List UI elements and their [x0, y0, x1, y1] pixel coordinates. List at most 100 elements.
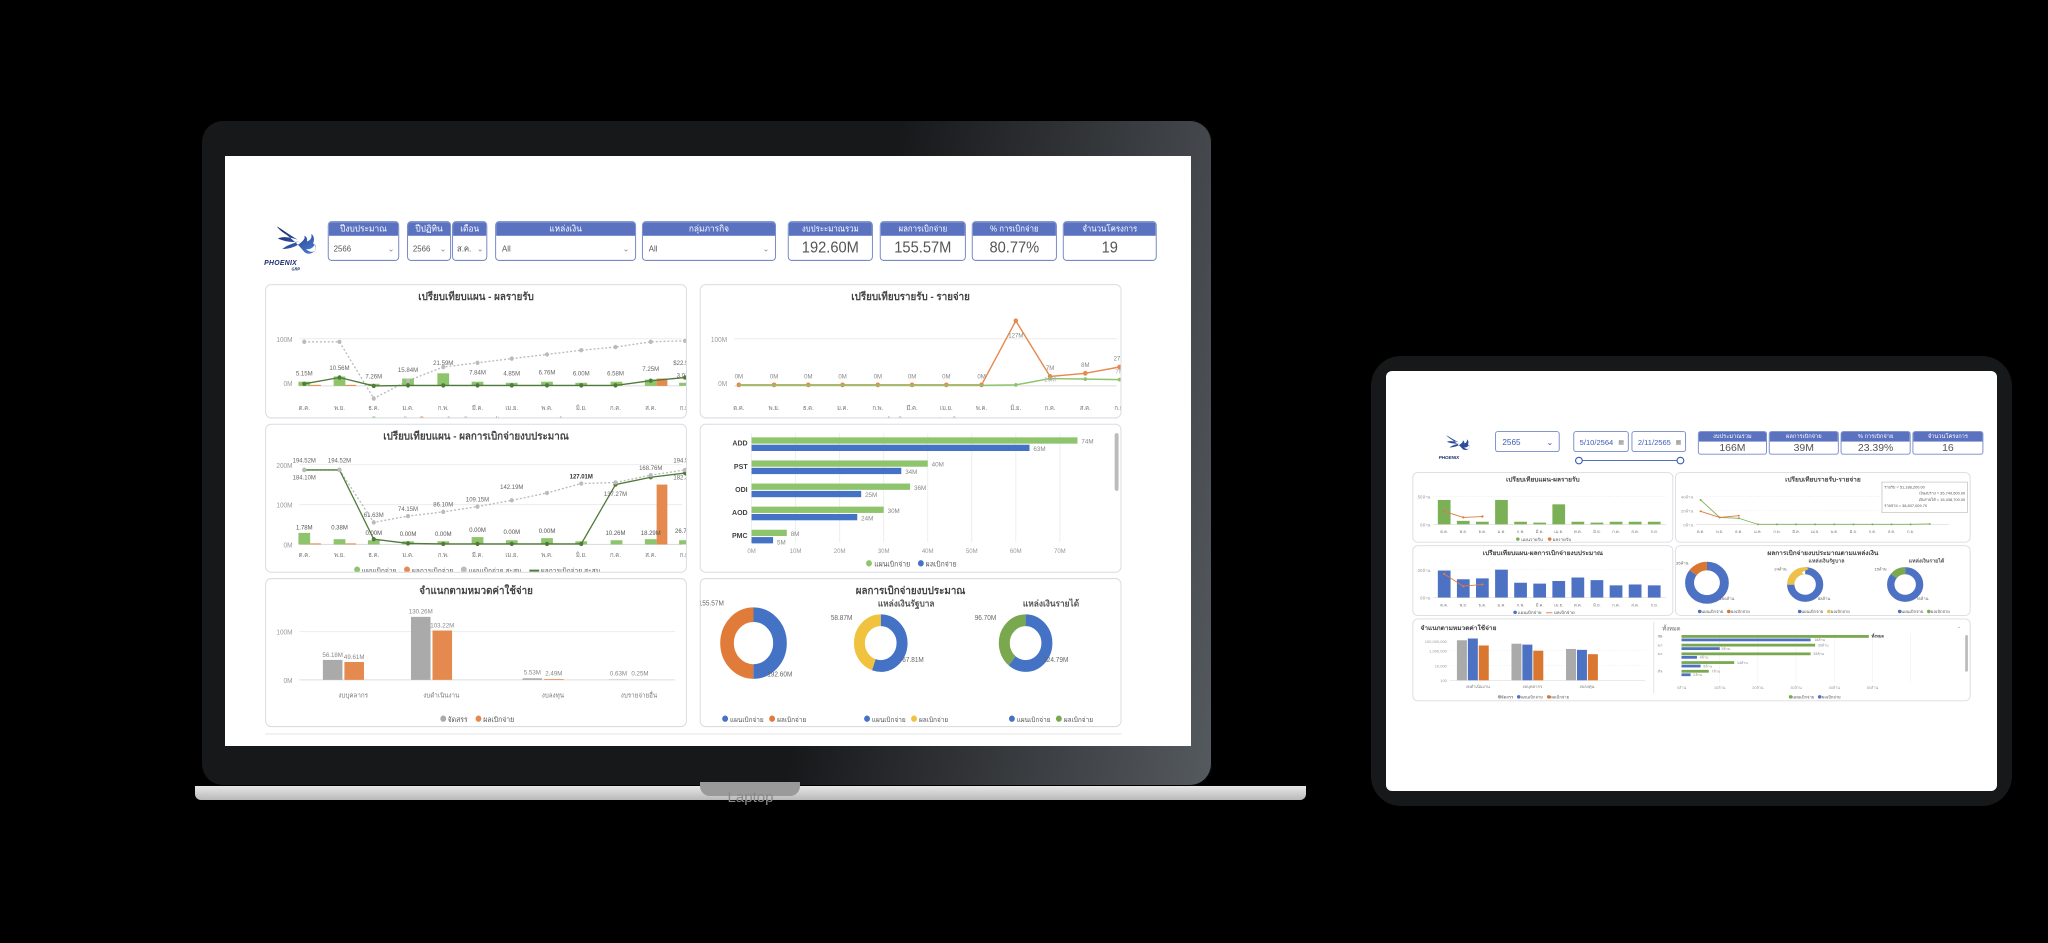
svg-text:20ล้าน: 20ล้าน [1418, 568, 1431, 573]
svg-text:ต.ค.: ต.ค. [299, 552, 310, 559]
svg-text:7.84M: 7.84M [469, 369, 486, 376]
svg-text:100: 100 [1440, 678, 1447, 683]
svg-text:ม.ค.: ม.ค. [402, 405, 414, 412]
svg-text:6.76M: 6.76M [539, 369, 556, 376]
svg-text:86.10M: 86.10M [433, 501, 453, 508]
svg-text:ต.ค.: ต.ค. [733, 405, 744, 412]
svg-text:15.84M: 15.84M [398, 367, 418, 374]
svg-text:0M: 0M [735, 373, 743, 380]
svg-text:มี.ค.: มี.ค. [1792, 529, 1800, 534]
svg-text:เม.ย.: เม.ย. [1554, 602, 1563, 607]
svg-text:50M: 50M [966, 548, 978, 555]
svg-text:PST: PST [734, 462, 748, 471]
svg-text:$22.52M: $22.52M [673, 360, 687, 367]
svg-text:0M: 0M [284, 678, 293, 685]
svg-text:50ล้าน: 50ล้าน [1418, 495, 1431, 500]
svg-text:7M: 7M [1046, 365, 1054, 372]
svg-text:100,000,000: 100,000,000 [1425, 639, 1448, 644]
svg-text:100M: 100M [276, 630, 293, 637]
svg-text:ต.ค.: ต.ค. [1697, 529, 1704, 534]
svg-text:พ.ย.: พ.ย. [1460, 602, 1468, 607]
svg-text:ม.ค.: ม.ค. [1498, 602, 1506, 607]
svg-text:30ล้าน: 30ล้าน [1790, 685, 1802, 690]
svg-text:127.01M: 127.01M [570, 473, 593, 480]
svg-text:ADD: ADD [732, 439, 747, 448]
svg-text:ก.ย.: ก.ย. [680, 405, 687, 412]
svg-text:1,000,000: 1,000,000 [1429, 649, 1448, 654]
svg-text:34M: 34M [905, 469, 917, 476]
svg-text:21.59M: 21.59M [433, 360, 453, 367]
svg-text:127M: 127M [1008, 332, 1023, 339]
svg-text:0M: 0M [718, 381, 727, 388]
svg-text:มี.ค.: มี.ค. [472, 551, 484, 559]
svg-text:พ.ค.: พ.ค. [1830, 529, 1838, 534]
svg-text:0.38M: 0.38M [331, 525, 348, 532]
svg-text:ต.ค.: ต.ค. [299, 405, 310, 412]
svg-text:10ล้าน: 10ล้าน [1714, 685, 1726, 690]
svg-text:บริหารและพัฒนา: บริหารและพัฒนา [1658, 652, 1663, 656]
svg-text:งบดำเนินงาน: งบดำเนินงาน [423, 692, 460, 700]
svg-text:18.29M: 18.29M [641, 530, 661, 537]
svg-text:168.76M: 168.76M [639, 465, 662, 472]
svg-text:ก.พ.: ก.พ. [1773, 529, 1780, 534]
svg-text:6.58M: 6.58M [607, 370, 624, 377]
svg-text:ก.ค.: ก.ค. [1612, 529, 1620, 534]
svg-text:0M: 0M [747, 548, 755, 555]
svg-text:0ล้าน: 0ล้าน [1683, 523, 1693, 528]
svg-text:ส.ค.: ส.ค. [645, 552, 656, 559]
svg-text:184.10M: 184.10M [293, 474, 316, 481]
svg-text:7.25M: 7.25M [642, 366, 659, 373]
svg-text:33ล้าน: 33ล้าน [1813, 652, 1824, 656]
svg-text:5ล้าน: 5ล้าน [1722, 647, 1731, 651]
svg-text:เม.ย.: เม.ย. [505, 552, 518, 559]
svg-text:PMC: PMC [732, 531, 748, 540]
svg-text:มิ.ย.: มิ.ย. [1849, 529, 1857, 534]
svg-text:ก.ค.: ก.ค. [610, 405, 621, 412]
svg-text:24M: 24M [861, 515, 873, 522]
svg-text:มิ.ย.: มิ.ย. [576, 552, 587, 559]
svg-text:พ.ค.: พ.ค. [1574, 602, 1582, 607]
svg-text:ก.พ.: ก.พ. [1517, 602, 1525, 607]
svg-text:7.26M: 7.26M [365, 373, 382, 380]
svg-text:0.00M: 0.00M [365, 530, 382, 537]
svg-text:รฐวสาหกิจ: รฐวสาหกิจ [1658, 670, 1663, 674]
svg-text:103.22M: 103.22M [430, 622, 454, 629]
svg-text:พ.ค.: พ.ค. [541, 552, 553, 559]
svg-text:8M: 8M [791, 531, 800, 538]
svg-text:10M: 10M [1044, 377, 1056, 384]
svg-text:50ล้าน: 50ล้าน [1867, 685, 1879, 690]
svg-text:ก.ย.: ก.ย. [1114, 405, 1121, 412]
svg-text:40ล้าน: 40ล้าน [1829, 685, 1841, 690]
svg-text:5.15M: 5.15M [296, 370, 313, 377]
svg-text:เม.ย.: เม.ย. [1554, 529, 1563, 534]
svg-text:มิ.ย.: มิ.ย. [1593, 529, 1601, 534]
svg-text:0.00M: 0.00M [435, 531, 452, 538]
svg-text:0M: 0M [977, 373, 985, 380]
svg-text:ก.ค.: ก.ค. [610, 552, 621, 559]
svg-text:200M: 200M [276, 463, 293, 470]
svg-text:ธ.ค.: ธ.ค. [1479, 602, 1487, 607]
svg-text:งบรายจ่ายอื่น: งบรายจ่ายอื่น [621, 690, 658, 699]
svg-text:0M: 0M [284, 542, 293, 549]
svg-text:33ล้าน: 33ล้าน [1818, 643, 1829, 647]
svg-text:16ล้าน: 16ล้าน [1814, 638, 1825, 642]
svg-text:ธ.ค.: ธ.ค. [1479, 529, 1487, 534]
svg-text:ก.พ.: ก.พ. [438, 552, 449, 559]
svg-text:0.00M: 0.00M [469, 527, 486, 534]
svg-text:63M: 63M [1033, 446, 1045, 453]
svg-text:ธ.ค.: ธ.ค. [803, 405, 814, 412]
svg-text:0M: 0M [770, 373, 778, 380]
svg-text:ก.พ.: ก.พ. [872, 405, 883, 412]
svg-text:เม.ย.: เม.ย. [940, 405, 953, 412]
svg-text:56.18M: 56.18M [322, 652, 343, 659]
svg-text:ธ.ค.: ธ.ค. [368, 552, 379, 559]
svg-text:7M: 7M [1115, 368, 1121, 375]
svg-text:พ.ย.: พ.ย. [334, 405, 345, 412]
svg-text:งบบุคลากร: งบบุคลากร [338, 693, 368, 700]
svg-text:60M: 60M [1010, 548, 1022, 555]
svg-text:ก.ค.: ก.ค. [1045, 405, 1056, 412]
svg-text:พ.ค.: พ.ค. [976, 405, 988, 412]
svg-text:ม.ค.: ม.ค. [837, 405, 849, 412]
svg-text:ส.ค.: ส.ค. [1631, 529, 1639, 534]
svg-text:2ล้าน: 2ล้าน [1693, 673, 1702, 677]
